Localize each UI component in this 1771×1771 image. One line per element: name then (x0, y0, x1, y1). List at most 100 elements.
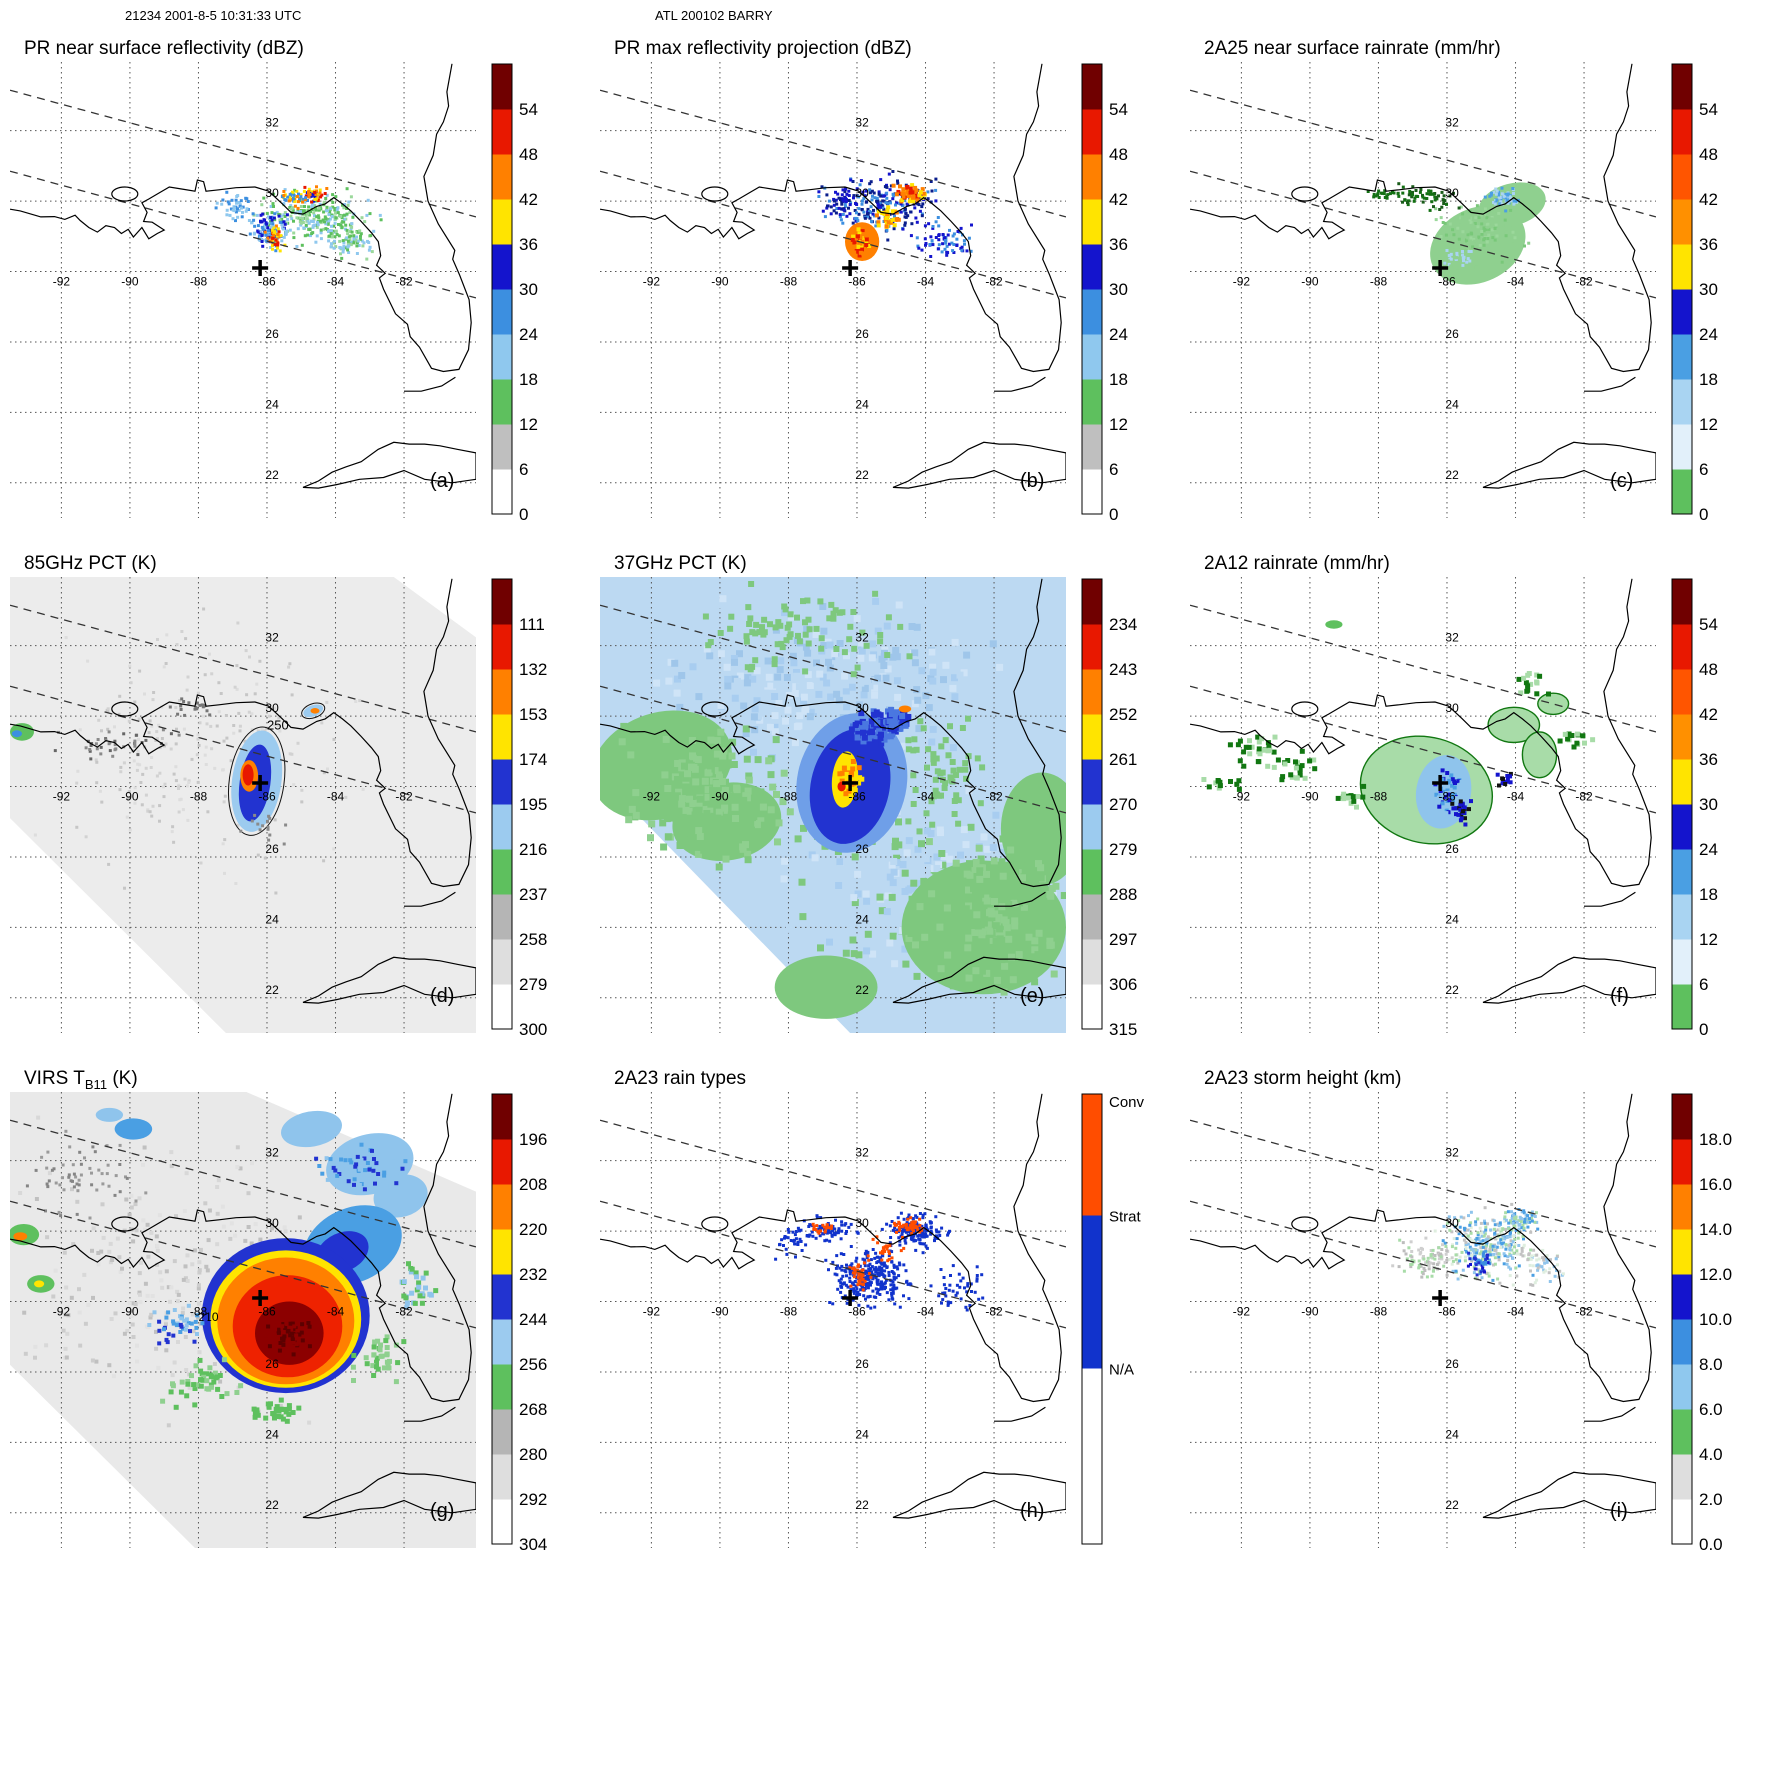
svg-text:-88: -88 (1370, 790, 1388, 804)
svg-text:243: 243 (1109, 660, 1137, 679)
svg-text:18: 18 (1699, 370, 1718, 389)
svg-text:-84: -84 (1507, 790, 1525, 804)
svg-text:-86: -86 (1438, 275, 1456, 289)
map-canvas-e: -92 -90 -88 -86 -84 -82 32 30 26 24 22 315 306 297 288… (600, 577, 1137, 1039)
panel-letter: (h) (1020, 1500, 1045, 1522)
svg-text:-92: -92 (643, 790, 661, 804)
svg-text:-88: -88 (190, 275, 208, 289)
svg-text:36: 36 (1699, 750, 1718, 769)
grid-lines (1190, 1092, 1656, 1548)
svg-text:-90: -90 (1301, 275, 1319, 289)
svg-text:174: 174 (519, 750, 547, 769)
svg-text:-86: -86 (848, 790, 866, 804)
svg-text:36: 36 (1699, 235, 1718, 254)
svg-text:32: 32 (1445, 631, 1459, 645)
panel-title: 2A25 near surface rainrate (mm/hr) (1204, 38, 1501, 59)
panel-d: 85GHz PCT (K) 250 -92 -90 -88 -86 -84 -82 32 30 2… (0, 545, 590, 1060)
panel-title: PR max reflectivity projection (dBZ) (614, 38, 912, 59)
storm-center-marker (842, 774, 859, 791)
svg-text:22: 22 (855, 983, 869, 997)
panel-c: 2A25 near surface rainrate (mm/hr) -92 -9… (1180, 30, 1770, 545)
svg-text:-86: -86 (1438, 790, 1456, 804)
svg-text:-90: -90 (711, 275, 729, 289)
svg-text:-88: -88 (190, 790, 208, 804)
svg-text:216: 216 (519, 840, 547, 859)
colorbar (1671, 63, 1693, 515)
colorbar-tick-labels: 0 6 12 18 24 30 36 42 48 54 (519, 100, 538, 524)
map-area (1190, 62, 1656, 518)
svg-text:300: 300 (519, 1020, 547, 1039)
svg-text:18: 18 (519, 370, 538, 389)
svg-text:12: 12 (1699, 415, 1718, 434)
panel-title: 37GHz PCT (K) (614, 553, 747, 574)
grid-lines (1190, 577, 1656, 1033)
coastline (10, 1093, 476, 1519)
svg-text:244: 244 (519, 1310, 547, 1329)
svg-text:-86: -86 (258, 1305, 276, 1319)
svg-text:30: 30 (1109, 280, 1128, 299)
svg-text:-86: -86 (258, 790, 276, 804)
svg-text:258: 258 (519, 930, 547, 949)
grid-lines (10, 577, 476, 1033)
swath-edge-lines (10, 1119, 476, 1329)
svg-text:111: 111 (519, 615, 545, 634)
map-area (10, 62, 476, 518)
svg-text:-90: -90 (1301, 790, 1319, 804)
svg-text:30: 30 (1699, 280, 1718, 299)
orbit-timestamp: 21234 2001-8-5 10:31:33 UTC (125, 8, 302, 23)
svg-text:-86: -86 (848, 275, 866, 289)
svg-text:-82: -82 (985, 275, 1003, 289)
svg-text:-88: -88 (780, 790, 798, 804)
svg-text:-88: -88 (780, 275, 798, 289)
svg-text:-82: -82 (985, 1305, 1003, 1319)
svg-text:-84: -84 (327, 1305, 345, 1319)
colorbar (491, 578, 513, 1030)
panel-letter: (b) (1020, 470, 1045, 492)
svg-text:32: 32 (855, 1146, 869, 1160)
svg-text:22: 22 (1445, 983, 1459, 997)
svg-text:24: 24 (855, 397, 869, 411)
svg-text:30: 30 (265, 701, 279, 715)
colorbar-tick-labels: 0.02.04.06.08.010.012.014.016.018.0 (1699, 1130, 1732, 1554)
panel-grid: PR near surface reflectivity (dBZ) -92 -9… (0, 30, 1770, 1575)
svg-text:-82: -82 (395, 790, 413, 804)
svg-text:-84: -84 (1507, 275, 1525, 289)
storm-center-marker (1432, 259, 1449, 276)
svg-text:268: 268 (519, 1400, 547, 1419)
svg-text:24: 24 (855, 1427, 869, 1441)
svg-text:-92: -92 (53, 275, 71, 289)
svg-text:270: 270 (1109, 795, 1137, 814)
svg-text:-82: -82 (1575, 275, 1593, 289)
svg-text:22: 22 (265, 1498, 279, 1512)
svg-text:24: 24 (1445, 397, 1459, 411)
svg-text:256: 256 (519, 1355, 547, 1374)
svg-text:26: 26 (855, 1357, 869, 1371)
svg-text:26: 26 (855, 327, 869, 341)
panel-title: 2A23 rain types (614, 1068, 747, 1089)
svg-text:42: 42 (519, 190, 538, 209)
svg-text:22: 22 (855, 1498, 869, 1512)
svg-text:-92: -92 (1233, 790, 1251, 804)
colorbar (491, 63, 513, 515)
colorbar (491, 1093, 513, 1545)
storm-center-marker (842, 259, 859, 276)
svg-text:-82: -82 (395, 1305, 413, 1319)
svg-text:24: 24 (1699, 325, 1718, 344)
svg-text:22: 22 (1445, 468, 1459, 482)
svg-text:-84: -84 (327, 275, 345, 289)
colorbar (1081, 63, 1103, 515)
svg-text:-92: -92 (643, 1305, 661, 1319)
swath-edge-lines (1190, 1119, 1656, 1329)
map-area (1190, 1092, 1656, 1548)
svg-text:30: 30 (855, 186, 869, 200)
svg-text:297: 297 (1109, 930, 1137, 949)
svg-text:32: 32 (265, 631, 279, 645)
storm-center-marker (1432, 774, 1449, 791)
svg-text:32: 32 (265, 1146, 279, 1160)
panel-title: 2A12 rainrate (mm/hr) (1204, 553, 1390, 574)
grid-lines (10, 62, 476, 518)
